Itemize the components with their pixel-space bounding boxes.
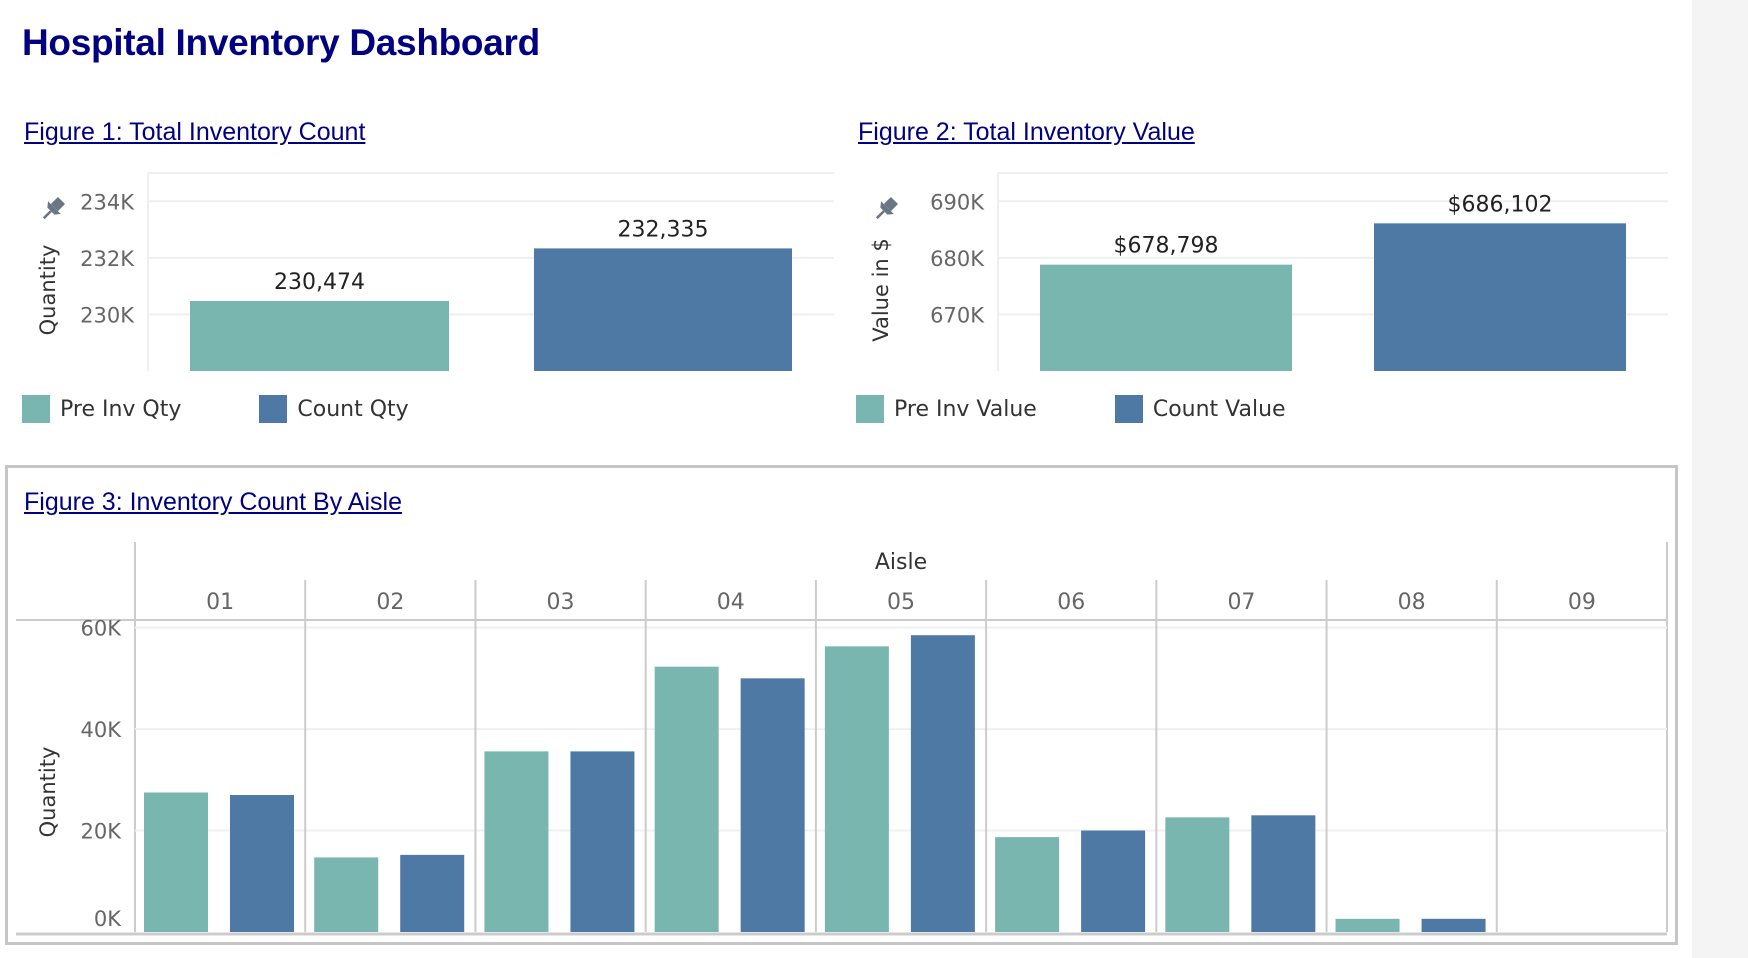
legend-swatch-count [259, 395, 288, 423]
legend-label: Pre Inv Qty [60, 396, 182, 422]
pushpin-icon[interactable] [37, 194, 67, 224]
y-tick-label: 232K [80, 247, 135, 271]
legend-label: Pre Inv Value [894, 396, 1037, 422]
bar-count-qty [534, 248, 792, 371]
figure-3-title-link[interactable]: Figure 3: Inventory Count By Aisle [24, 488, 402, 516]
legend-swatch-pre [22, 395, 50, 423]
bar-count-value [1374, 223, 1626, 371]
y-tick-label: 234K [80, 190, 135, 214]
right-gutter [1692, 0, 1748, 958]
pushpin-icon[interactable] [870, 194, 900, 224]
figure-3-container [5, 465, 1678, 945]
legend-label: Count Qty [297, 396, 409, 422]
legend-item-pre-inv-value[interactable]: Pre Inv Value [856, 395, 1037, 423]
legend-swatch-pre [856, 395, 884, 423]
figure-2-legend: Pre Inv Value Count Value [856, 395, 1364, 423]
figure-2-title-link[interactable]: Figure 2: Total Inventory Value [858, 118, 1195, 146]
legend-item-count-qty[interactable]: Count Qty [259, 395, 409, 423]
y-axis-label: Value in $ [869, 238, 893, 342]
dashboard-title: Hospital Inventory Dashboard [22, 22, 540, 63]
data-label: $686,102 [1448, 192, 1553, 217]
legend-swatch-count [1114, 395, 1143, 423]
bar-pre-inv-qty [190, 301, 449, 371]
data-label: 232,335 [618, 217, 709, 242]
bar-pre-inv-value [1040, 264, 1292, 371]
figure-1-title-link[interactable]: Figure 1: Total Inventory Count [24, 118, 366, 146]
data-label: $678,798 [1114, 234, 1219, 259]
legend-item-count-value[interactable]: Count Value [1114, 395, 1286, 423]
y-tick-label: 680K [930, 247, 985, 271]
figure-1-legend: Pre Inv Qty Count Qty [22, 395, 487, 423]
data-label: 230,474 [274, 270, 365, 295]
legend-item-pre-inv-qty[interactable]: Pre Inv Qty [22, 395, 181, 423]
y-tick-label: 690K [930, 190, 985, 214]
y-tick-label: 670K [930, 303, 985, 327]
legend-label: Count Value [1152, 396, 1286, 422]
y-axis-label: Quantity [36, 245, 60, 336]
y-tick-label: 230K [80, 303, 135, 327]
